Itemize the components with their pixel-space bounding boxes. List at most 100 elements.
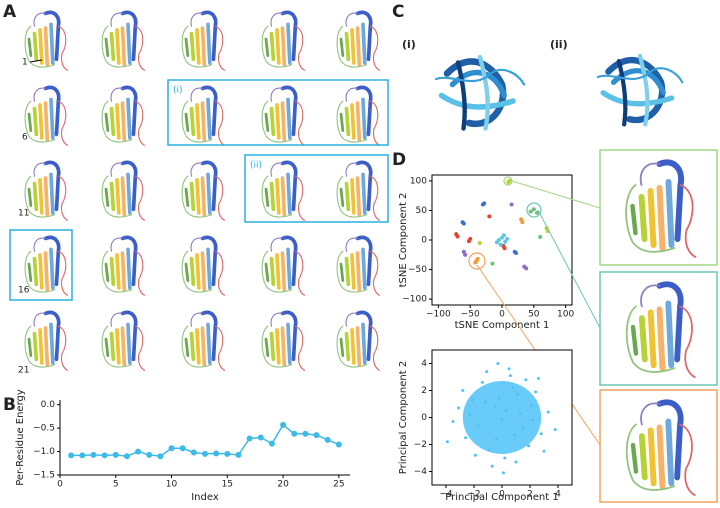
point [302, 430, 309, 437]
y-tick-label: 2 [421, 386, 427, 396]
point [179, 445, 186, 452]
point [463, 252, 468, 257]
structure [335, 85, 382, 148]
point [135, 448, 142, 455]
structure-overlay [436, 57, 524, 129]
x-tick-label: 50 [528, 310, 540, 320]
y-tick-label: 4 [421, 359, 427, 369]
point [521, 426, 525, 430]
point [527, 444, 531, 448]
point [503, 239, 508, 244]
structure [335, 310, 382, 373]
model-index: 21 [18, 366, 29, 376]
structure [23, 310, 70, 373]
x-axis-label: Principal Component 1 [445, 492, 558, 503]
panel-label: B [3, 395, 16, 415]
point [539, 432, 543, 436]
plot-frame [431, 174, 573, 306]
point [480, 380, 484, 384]
subpanel-label: (ii) [550, 38, 568, 51]
point [514, 460, 518, 464]
point [468, 236, 473, 241]
cluster-circle [468, 252, 486, 270]
y-tick-label: −50 [408, 265, 427, 275]
point [473, 260, 478, 265]
point [471, 398, 475, 402]
structure [260, 235, 307, 298]
point [213, 450, 220, 457]
point [515, 393, 519, 397]
cluster-circle [503, 176, 513, 186]
point [123, 453, 130, 460]
cluster-circle [526, 202, 542, 218]
arrow [29, 59, 43, 63]
x-tick-label: 4 [555, 490, 561, 500]
y-tick-label: −1.5 [33, 471, 55, 481]
point [528, 209, 533, 214]
point [79, 452, 86, 459]
connector [537, 209, 601, 329]
model-index: 6 [22, 133, 28, 143]
point [477, 240, 482, 245]
point [468, 413, 472, 417]
x-tick-label: 0 [499, 490, 505, 500]
point [529, 403, 533, 407]
point [497, 397, 501, 401]
y-tick-label: 0 [421, 413, 427, 423]
point [257, 434, 264, 441]
point [487, 448, 491, 452]
structure [180, 310, 227, 373]
point [542, 449, 546, 453]
point [505, 236, 510, 241]
structure [260, 85, 307, 148]
point [503, 456, 507, 460]
point [455, 234, 460, 239]
x-tick-label: 25 [333, 480, 344, 490]
structure [335, 10, 382, 73]
x-tick-label: 10 [166, 480, 178, 490]
point [507, 367, 511, 371]
point [90, 451, 97, 458]
structure [100, 85, 147, 148]
structure [23, 160, 70, 223]
panel-label: D [392, 150, 406, 170]
point [224, 450, 231, 457]
point [101, 452, 108, 459]
y-tick-label: 100 [410, 176, 427, 186]
x-tick-label: 20 [277, 480, 289, 490]
subpanel-label: (i) [402, 38, 416, 51]
y-tick-label: 0.0 [41, 400, 56, 410]
point [494, 437, 498, 441]
point [509, 202, 514, 207]
point [445, 440, 449, 444]
point [518, 411, 522, 415]
point [500, 417, 504, 421]
point [531, 207, 536, 212]
point [280, 421, 287, 428]
point [535, 210, 539, 215]
x-tick-label: 2 [527, 490, 533, 500]
structure [180, 235, 227, 298]
x-tick-label: 100 [557, 310, 574, 320]
structure [260, 160, 307, 223]
point [291, 430, 298, 437]
y-tick-label: 50 [416, 206, 428, 216]
point [457, 406, 461, 410]
point [461, 389, 465, 392]
point [520, 220, 525, 225]
x-tick-label: 0 [57, 480, 63, 490]
structure [180, 160, 227, 223]
x-tick-label: 15 [222, 480, 233, 490]
y-tick-label: 0 [421, 236, 427, 246]
group-box [244, 154, 389, 223]
panel-label: A [3, 2, 17, 22]
point [513, 433, 517, 437]
point [524, 266, 529, 271]
x-axis-label: Index [191, 492, 219, 503]
point [473, 453, 477, 457]
structure [100, 160, 147, 223]
x-tick-label: 0 [499, 310, 505, 320]
y-tick-label: −2 [414, 440, 427, 450]
point [538, 235, 543, 240]
point [235, 451, 242, 458]
